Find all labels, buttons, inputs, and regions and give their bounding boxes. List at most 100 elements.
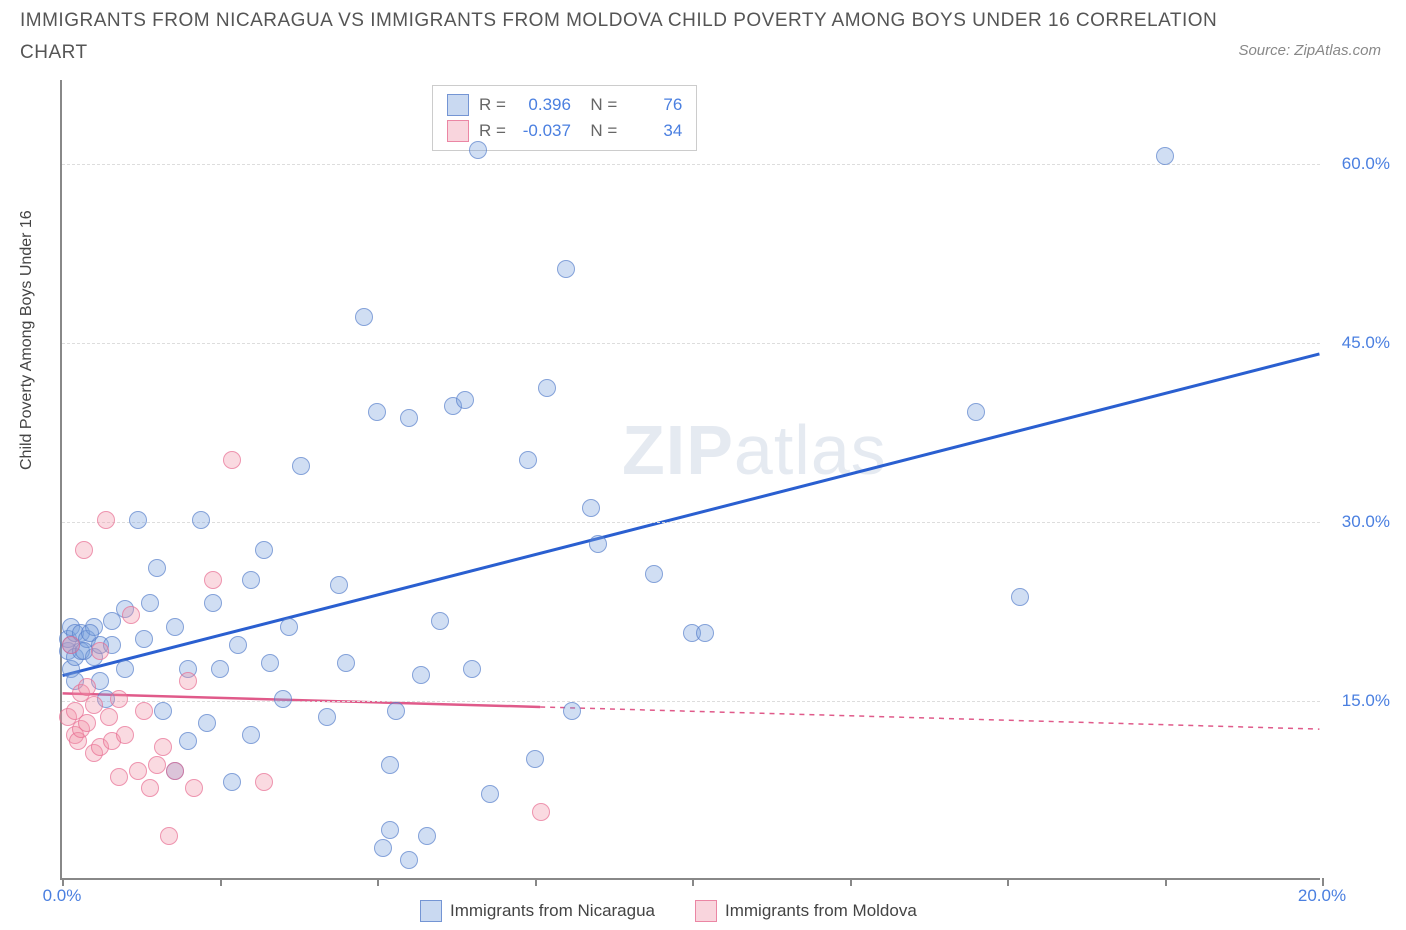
data-point (122, 606, 140, 624)
x-tick-label: 0.0% (43, 886, 82, 906)
data-point (198, 714, 216, 732)
r-value-nicaragua: 0.396 (516, 95, 571, 115)
watermark-bold: ZIP (622, 411, 734, 489)
data-point (412, 666, 430, 684)
data-point (557, 260, 575, 278)
legend-item-nicaragua: Immigrants from Nicaragua (420, 900, 655, 922)
data-point (62, 636, 80, 654)
data-point (280, 618, 298, 636)
data-point (223, 773, 241, 791)
bottom-legend: Immigrants from Nicaragua Immigrants fro… (420, 900, 917, 922)
data-point (330, 576, 348, 594)
gridline (62, 701, 1320, 702)
data-point (582, 499, 600, 517)
data-point (179, 672, 197, 690)
data-point (148, 559, 166, 577)
data-point (179, 732, 197, 750)
x-tick (62, 878, 64, 886)
data-point (141, 779, 159, 797)
data-point (160, 827, 178, 845)
data-point (261, 654, 279, 672)
x-tick (692, 878, 694, 886)
data-point (381, 821, 399, 839)
x-tick (535, 878, 537, 886)
data-point (318, 708, 336, 726)
data-point (538, 379, 556, 397)
data-point (255, 773, 273, 791)
data-point (204, 594, 222, 612)
data-point (166, 618, 184, 636)
correlation-legend: R = 0.396 N = 76 R = -0.037 N = 34 (432, 85, 697, 151)
corr-row-nicaragua: R = 0.396 N = 76 (447, 92, 682, 118)
data-point (166, 762, 184, 780)
data-point (255, 541, 273, 559)
data-point (129, 511, 147, 529)
data-point (135, 630, 153, 648)
data-point (242, 726, 260, 744)
data-point (75, 541, 93, 559)
data-point (185, 779, 203, 797)
data-point (337, 654, 355, 672)
x-tick (1322, 878, 1324, 886)
data-point (154, 702, 172, 720)
data-point (116, 660, 134, 678)
n-label: N = (581, 95, 617, 115)
data-point (97, 511, 115, 529)
data-point (148, 756, 166, 774)
y-tick-label: 60.0% (1342, 154, 1390, 174)
chart-title-line2: CHART (20, 42, 88, 64)
data-point (400, 851, 418, 869)
data-point (135, 702, 153, 720)
r-label: R = (479, 95, 506, 115)
data-point (141, 594, 159, 612)
watermark-light: atlas (734, 411, 887, 489)
n-value-moldova: 34 (627, 121, 682, 141)
data-point (645, 565, 663, 583)
data-point (456, 391, 474, 409)
legend-label-moldova: Immigrants from Moldova (725, 901, 917, 921)
data-point (91, 642, 109, 660)
r-value-moldova: -0.037 (516, 121, 571, 141)
gridline (62, 164, 1320, 165)
data-point (154, 738, 172, 756)
data-point (242, 571, 260, 589)
source-label: Source: ZipAtlas.com (1238, 42, 1381, 59)
n-label: N = (581, 121, 617, 141)
data-point (469, 141, 487, 159)
corr-row-moldova: R = -0.037 N = 34 (447, 118, 682, 144)
data-point (1156, 147, 1174, 165)
y-tick-label: 15.0% (1342, 691, 1390, 711)
data-point (110, 768, 128, 786)
legend-label-nicaragua: Immigrants from Nicaragua (450, 901, 655, 921)
x-tick (1007, 878, 1009, 886)
data-point (292, 457, 310, 475)
data-point (129, 762, 147, 780)
data-point (532, 803, 550, 821)
x-tick (220, 878, 222, 886)
data-point (1011, 588, 1029, 606)
x-tick (377, 878, 379, 886)
data-point (78, 678, 96, 696)
data-point (431, 612, 449, 630)
swatch-blue-icon (420, 900, 442, 922)
data-point (355, 308, 373, 326)
data-point (519, 451, 537, 469)
plot-area: ZIPatlas R = 0.396 N = 76 R = -0.037 N =… (60, 80, 1320, 880)
y-axis-label: Child Poverty Among Boys Under 16 (18, 210, 36, 470)
legend-item-moldova: Immigrants from Moldova (695, 900, 917, 922)
watermark: ZIPatlas (622, 410, 887, 490)
x-tick (1165, 878, 1167, 886)
gridline (62, 343, 1320, 344)
data-point (204, 571, 222, 589)
data-point (274, 690, 292, 708)
data-point (967, 403, 985, 421)
data-point (229, 636, 247, 654)
swatch-pink-icon (695, 900, 717, 922)
data-point (368, 403, 386, 421)
data-point (211, 660, 229, 678)
data-point (418, 827, 436, 845)
x-tick-label: 20.0% (1298, 886, 1346, 906)
r-label: R = (479, 121, 506, 141)
data-point (481, 785, 499, 803)
chart-title-line1: IMMIGRANTS FROM NICARAGUA VS IMMIGRANTS … (20, 10, 1217, 32)
